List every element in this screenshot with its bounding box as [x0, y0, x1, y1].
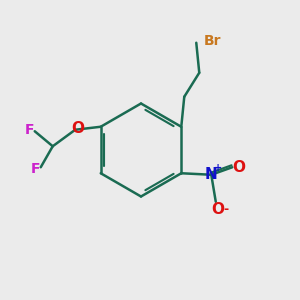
- Text: -: -: [223, 203, 228, 216]
- Text: O: O: [71, 121, 84, 136]
- Text: Br: Br: [204, 34, 221, 48]
- Text: F: F: [31, 162, 40, 176]
- Text: +: +: [214, 163, 222, 173]
- Text: F: F: [25, 123, 34, 137]
- Text: O: O: [211, 202, 224, 217]
- Text: O: O: [232, 160, 245, 175]
- Text: N: N: [205, 167, 217, 182]
